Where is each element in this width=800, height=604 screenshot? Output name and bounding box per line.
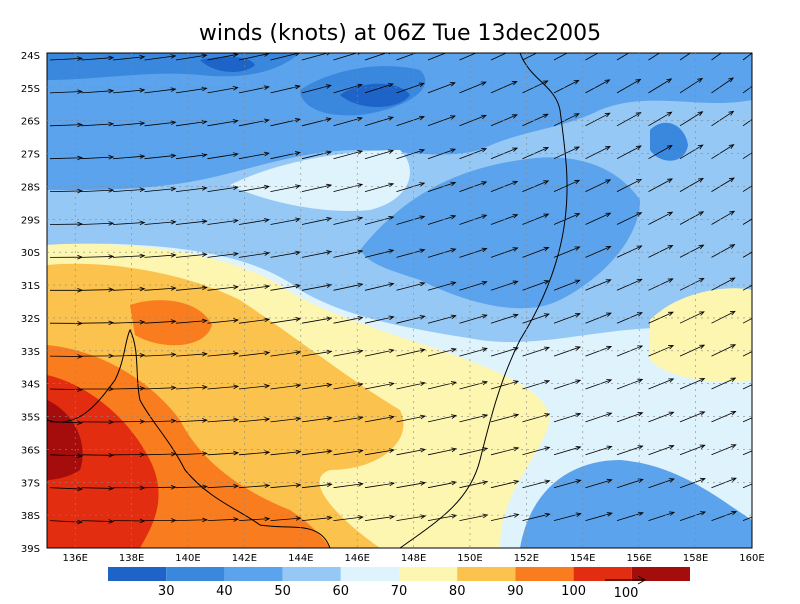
wind-arrow-head	[761, 278, 766, 282]
colorbar-box	[341, 567, 399, 581]
wind-arrow-head	[762, 444, 767, 448]
lon-label: 136E	[62, 553, 87, 564]
wind-arrow-head	[666, 46, 671, 50]
lon-label: 142E	[232, 553, 257, 564]
colorbar-box	[574, 567, 632, 581]
colorbar-label: 80	[449, 584, 466, 599]
wind-arrow-head	[760, 244, 765, 248]
wind-arrow-head	[481, 49, 486, 53]
lat-label: 34S	[21, 380, 40, 391]
colorbar-label: 70	[391, 584, 408, 599]
lon-label: 138E	[119, 553, 144, 564]
lon-label: 150E	[457, 553, 482, 564]
reference-label: 100	[614, 586, 639, 600]
lat-label: 31S	[21, 281, 40, 292]
contour-fill	[47, 44, 767, 548]
lon-label: 140E	[175, 553, 200, 564]
lat-label: 27S	[21, 150, 40, 161]
lat-label: 36S	[21, 445, 40, 456]
lat-label: 24S	[21, 51, 40, 62]
lon-label: 152E	[514, 553, 539, 564]
lat-label: 29S	[21, 215, 40, 226]
colorbar: 30 40 50 60 70 80 90 100	[108, 567, 690, 599]
lat-label: 28S	[21, 182, 40, 193]
colorbar-box	[632, 567, 690, 581]
colorbar-label: 60	[333, 584, 350, 599]
wind-arrow-shaft	[743, 44, 764, 60]
wind-arrow-head	[759, 78, 764, 82]
wind-arrow-head	[543, 48, 548, 52]
lon-label: 156E	[626, 553, 651, 564]
colorbar-box	[166, 567, 224, 581]
lon-label: 154E	[570, 553, 595, 564]
wind-arrow-head	[573, 47, 578, 51]
colorbar-box	[399, 567, 457, 581]
wind-arrow-head	[604, 47, 609, 51]
colorbar-box	[457, 567, 515, 581]
wind-arrow-head	[760, 178, 765, 182]
lat-label: 38S	[21, 511, 40, 522]
lon-label: 144E	[288, 553, 313, 564]
lat-label: 25S	[21, 84, 40, 95]
lon-label: 160E	[739, 553, 764, 564]
colorbar-label: 90	[507, 584, 524, 599]
wind-arrow-head	[759, 44, 764, 48]
colorbar-box	[283, 567, 341, 581]
lat-label: 35S	[21, 413, 40, 424]
wind-arrow-head	[762, 511, 767, 515]
wind-arrow-head	[761, 311, 766, 315]
wind-arrow-head	[512, 48, 517, 52]
wind-arrow-head	[761, 378, 766, 382]
wind-arrow-head	[762, 478, 767, 482]
wind-arrow-head	[762, 411, 767, 415]
wind-arrow-head	[759, 111, 764, 115]
colorbar-box	[108, 567, 166, 581]
colorbar-label: 30	[158, 584, 175, 599]
colorbar-label: 50	[274, 584, 291, 599]
colorbar-box	[515, 567, 573, 581]
wind-arrow-head	[450, 49, 455, 53]
colorbar-label: 100	[561, 584, 586, 599]
lat-label: 32S	[21, 314, 40, 325]
lat-label: 33S	[21, 347, 40, 358]
lon-label: 158E	[683, 553, 708, 564]
wind-arrow-head	[697, 45, 702, 49]
title: winds (knots) at 06Z Tue 13dec2005	[199, 21, 601, 46]
colorbar-box	[224, 567, 282, 581]
lat-label: 26S	[21, 117, 40, 128]
colorbar-label: 40	[216, 584, 233, 599]
wind-arrow-head	[760, 144, 765, 148]
wind-arrow-shaft	[145, 487, 176, 488]
wind-arrow-head	[761, 344, 766, 348]
lat-label: 30S	[21, 248, 40, 259]
wind-arrow-head	[728, 45, 733, 49]
lon-label: 146E	[344, 553, 369, 564]
lat-label: 37S	[21, 478, 40, 489]
wind-arrow-head	[635, 46, 640, 50]
wind-arrow-head	[760, 211, 765, 215]
lon-label: 148E	[401, 553, 426, 564]
lat-label: 39S	[21, 544, 40, 555]
